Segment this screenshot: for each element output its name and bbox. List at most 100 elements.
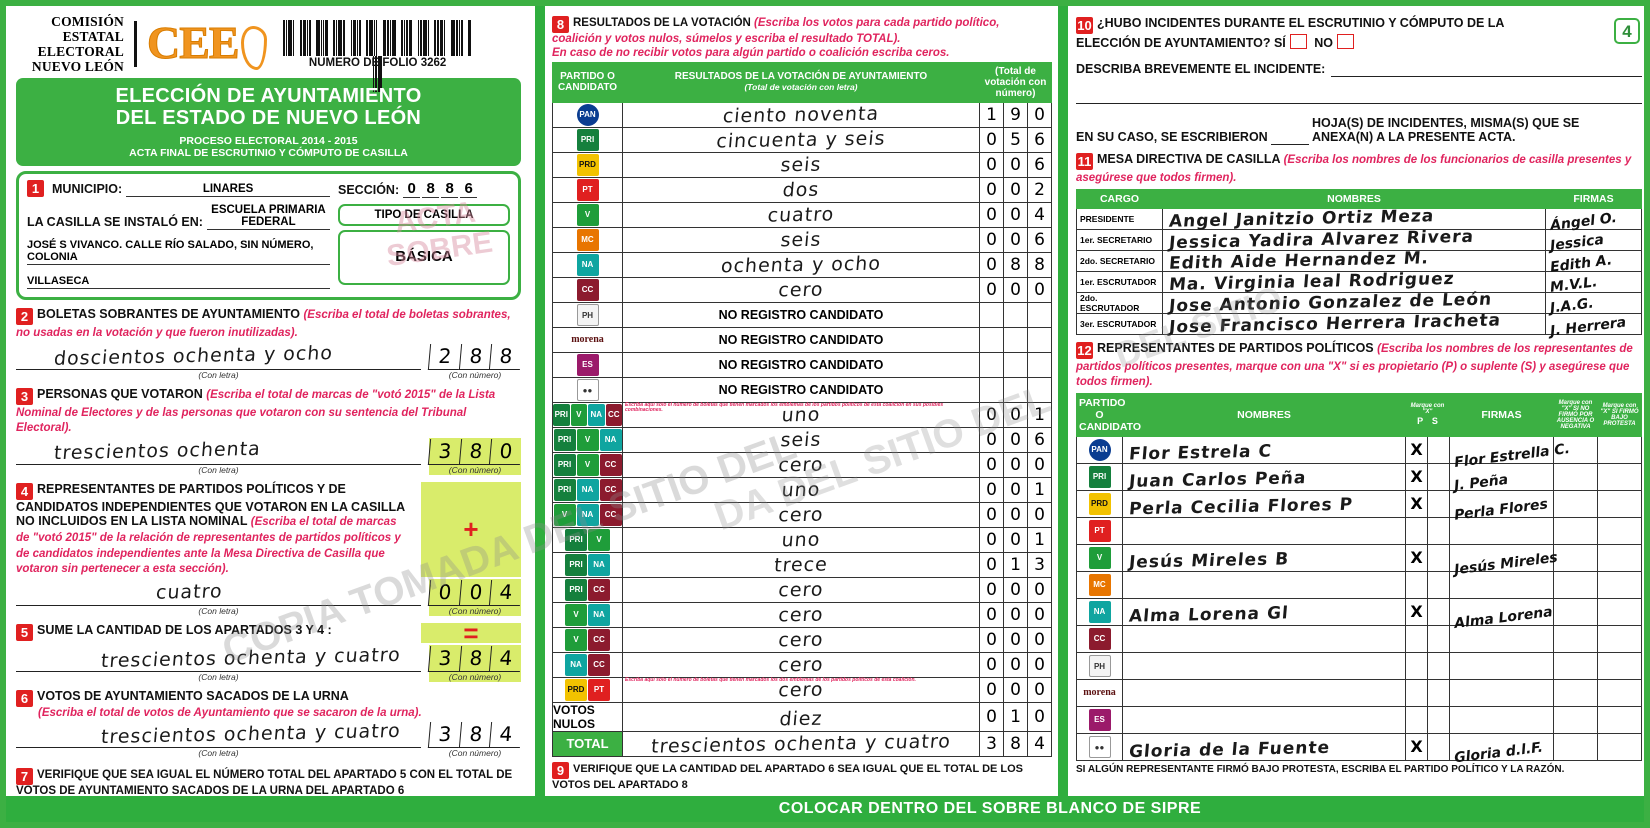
results-letra-cell[interactable]: dos — [622, 176, 980, 203]
section-2-letra-value[interactable]: doscientos ochenta y ocho — [53, 341, 334, 370]
rep-firma[interactable] — [1449, 624, 1554, 653]
results-digit-2[interactable]: 0 — [1002, 601, 1028, 628]
results-digit-3[interactable] — [1026, 301, 1053, 328]
rep-firma[interactable] — [1449, 516, 1554, 545]
nulos-digit-1[interactable]: 0 — [978, 701, 1004, 732]
rep-ausencia-box[interactable] — [1553, 732, 1598, 761]
rep-propietario-mark[interactable]: X — [1405, 732, 1428, 761]
rep-ausencia-box[interactable] — [1553, 570, 1598, 599]
section-5-digits[interactable]: 3 8 4 — [427, 645, 523, 673]
rep-firma[interactable]: J. Peña — [1449, 462, 1554, 494]
rep-firma[interactable] — [1449, 705, 1554, 734]
results-digit-3[interactable]: 0 — [1026, 626, 1053, 653]
results-digit-1[interactable]: 0 — [978, 476, 1004, 503]
municipio-value[interactable]: LINARES — [126, 183, 330, 197]
rep-suplente-mark[interactable] — [1427, 651, 1450, 680]
rep-propietario-mark[interactable]: X — [1405, 435, 1428, 464]
results-letra-cell[interactable]: cero — [622, 626, 980, 653]
total-digit-1[interactable]: 3 — [978, 730, 1004, 757]
no-checkbox[interactable] — [1337, 34, 1354, 49]
rep-ausencia-box[interactable] — [1553, 435, 1598, 464]
results-digit-1[interactable]: 0 — [978, 276, 1004, 303]
results-digit-2[interactable]: 0 — [1002, 476, 1028, 503]
votes-letra[interactable]: cero — [777, 678, 825, 701]
total-digit-2[interactable]: 8 — [1002, 730, 1028, 757]
results-digit-3[interactable]: 0 — [1026, 276, 1053, 303]
results-digit-2[interactable]: 0 — [1002, 626, 1028, 653]
hojas-input[interactable] — [1270, 133, 1309, 145]
rep-propietario-mark[interactable]: X — [1405, 489, 1428, 518]
results-digit-2[interactable]: 0 — [1002, 176, 1028, 203]
results-digit-2[interactable]: 0 — [1002, 526, 1028, 553]
results-digit-1[interactable] — [978, 351, 1004, 378]
results-digit-2[interactable]: 0 — [1002, 576, 1028, 603]
votes-letra[interactable]: dos — [781, 178, 821, 201]
results-digit-3[interactable]: 1 — [1026, 401, 1053, 428]
rep-suplente-mark[interactable] — [1427, 732, 1450, 761]
results-digit-3[interactable]: 8 — [1026, 251, 1053, 278]
rep-suplente-mark[interactable] — [1427, 570, 1450, 599]
rep-protesta-box[interactable] — [1597, 651, 1642, 680]
votes-letra[interactable]: seis — [779, 153, 823, 176]
results-digit-1[interactable]: 0 — [978, 676, 1004, 703]
votes-letra[interactable]: uno — [780, 478, 822, 501]
results-digit-3[interactable] — [1026, 376, 1053, 403]
votes-letra[interactable]: cuatro — [766, 202, 836, 227]
mesa-nombre[interactable]: Jose Francisco Herrera Iracheta — [1162, 310, 1546, 337]
results-digit-1[interactable]: 0 — [978, 226, 1004, 253]
results-digit-1[interactable]: 0 — [978, 126, 1004, 153]
votes-letra[interactable]: seis — [779, 228, 823, 251]
results-digit-1[interactable]: 1 — [978, 101, 1004, 128]
rep-propietario-mark[interactable] — [1405, 651, 1428, 680]
rep-protesta-box[interactable] — [1597, 489, 1642, 518]
rep-nombre[interactable]: Perla Cecilia Flores P — [1122, 489, 1406, 519]
results-digit-3[interactable]: 0 — [1026, 501, 1053, 528]
results-digit-2[interactable]: 0 — [1002, 226, 1028, 253]
rep-protesta-box[interactable] — [1597, 705, 1642, 734]
nulos-digit-3[interactable]: 0 — [1026, 701, 1053, 732]
rep-protesta-box[interactable] — [1597, 462, 1642, 491]
results-digit-2[interactable] — [1002, 351, 1028, 378]
results-digit-3[interactable] — [1026, 326, 1053, 353]
results-digit-1[interactable]: 0 — [978, 201, 1004, 228]
results-digit-1[interactable]: 0 — [978, 176, 1004, 203]
results-digit-1[interactable]: 0 — [978, 626, 1004, 653]
votes-letra[interactable]: cero — [777, 453, 825, 476]
mesa-firma[interactable]: Ángel O. — [1545, 207, 1642, 234]
results-digit-2[interactable]: 9 — [1002, 101, 1028, 128]
results-letra-cell[interactable]: cero — [622, 451, 980, 478]
rep-protesta-box[interactable] — [1597, 570, 1642, 599]
rep-nombre[interactable] — [1122, 651, 1406, 680]
results-letra-cell[interactable]: cero — [622, 601, 980, 628]
rep-firma[interactable]: Flor Estrella C. — [1449, 435, 1571, 471]
rep-suplente-mark[interactable] — [1427, 516, 1450, 545]
tipo-casilla-value[interactable]: BÁSICA — [338, 229, 510, 285]
results-digit-1[interactable]: 0 — [978, 601, 1004, 628]
votes-letra[interactable]: cero — [777, 628, 825, 651]
results-letra-cell[interactable]: uno — [622, 476, 980, 503]
results-digit-2[interactable]: 0 — [1002, 451, 1028, 478]
results-letra-cell[interactable]: ochenta y ocho — [622, 251, 980, 278]
rep-suplente-mark[interactable] — [1427, 624, 1450, 653]
rep-suplente-mark[interactable] — [1427, 435, 1450, 464]
section-4-digits[interactable]: 0 0 4 — [427, 579, 523, 606]
rep-nombre[interactable]: Jesús Mireles B — [1122, 543, 1406, 572]
results-digit-1[interactable]: 0 — [978, 576, 1004, 603]
results-digit-3[interactable]: 6 — [1026, 126, 1053, 153]
rep-firma[interactable]: Gloria d.l.F. — [1449, 732, 1554, 766]
rep-ausencia-box[interactable] — [1553, 462, 1598, 491]
rep-suplente-mark[interactable] — [1427, 489, 1450, 518]
rep-nombre[interactable]: Alma Lorena Gl — [1122, 597, 1406, 626]
total-digit-3[interactable]: 4 — [1026, 730, 1053, 757]
results-letra-cell[interactable]: Escriba aquí sólo el número de boletas q… — [622, 676, 980, 703]
results-digit-3[interactable]: 6 — [1026, 426, 1053, 453]
rep-suplente-mark[interactable] — [1427, 543, 1450, 572]
results-letra-cell[interactable]: uno — [622, 526, 980, 553]
rep-suplente-mark[interactable] — [1427, 462, 1450, 491]
rep-protesta-box[interactable] — [1597, 435, 1642, 464]
address-line-3[interactable]: VILLASECA — [27, 275, 330, 289]
rep-propietario-mark[interactable] — [1405, 624, 1428, 653]
results-digit-2[interactable]: 0 — [1002, 401, 1028, 428]
results-digit-1[interactable]: 0 — [978, 501, 1004, 528]
si-checkbox[interactable] — [1289, 34, 1307, 49]
